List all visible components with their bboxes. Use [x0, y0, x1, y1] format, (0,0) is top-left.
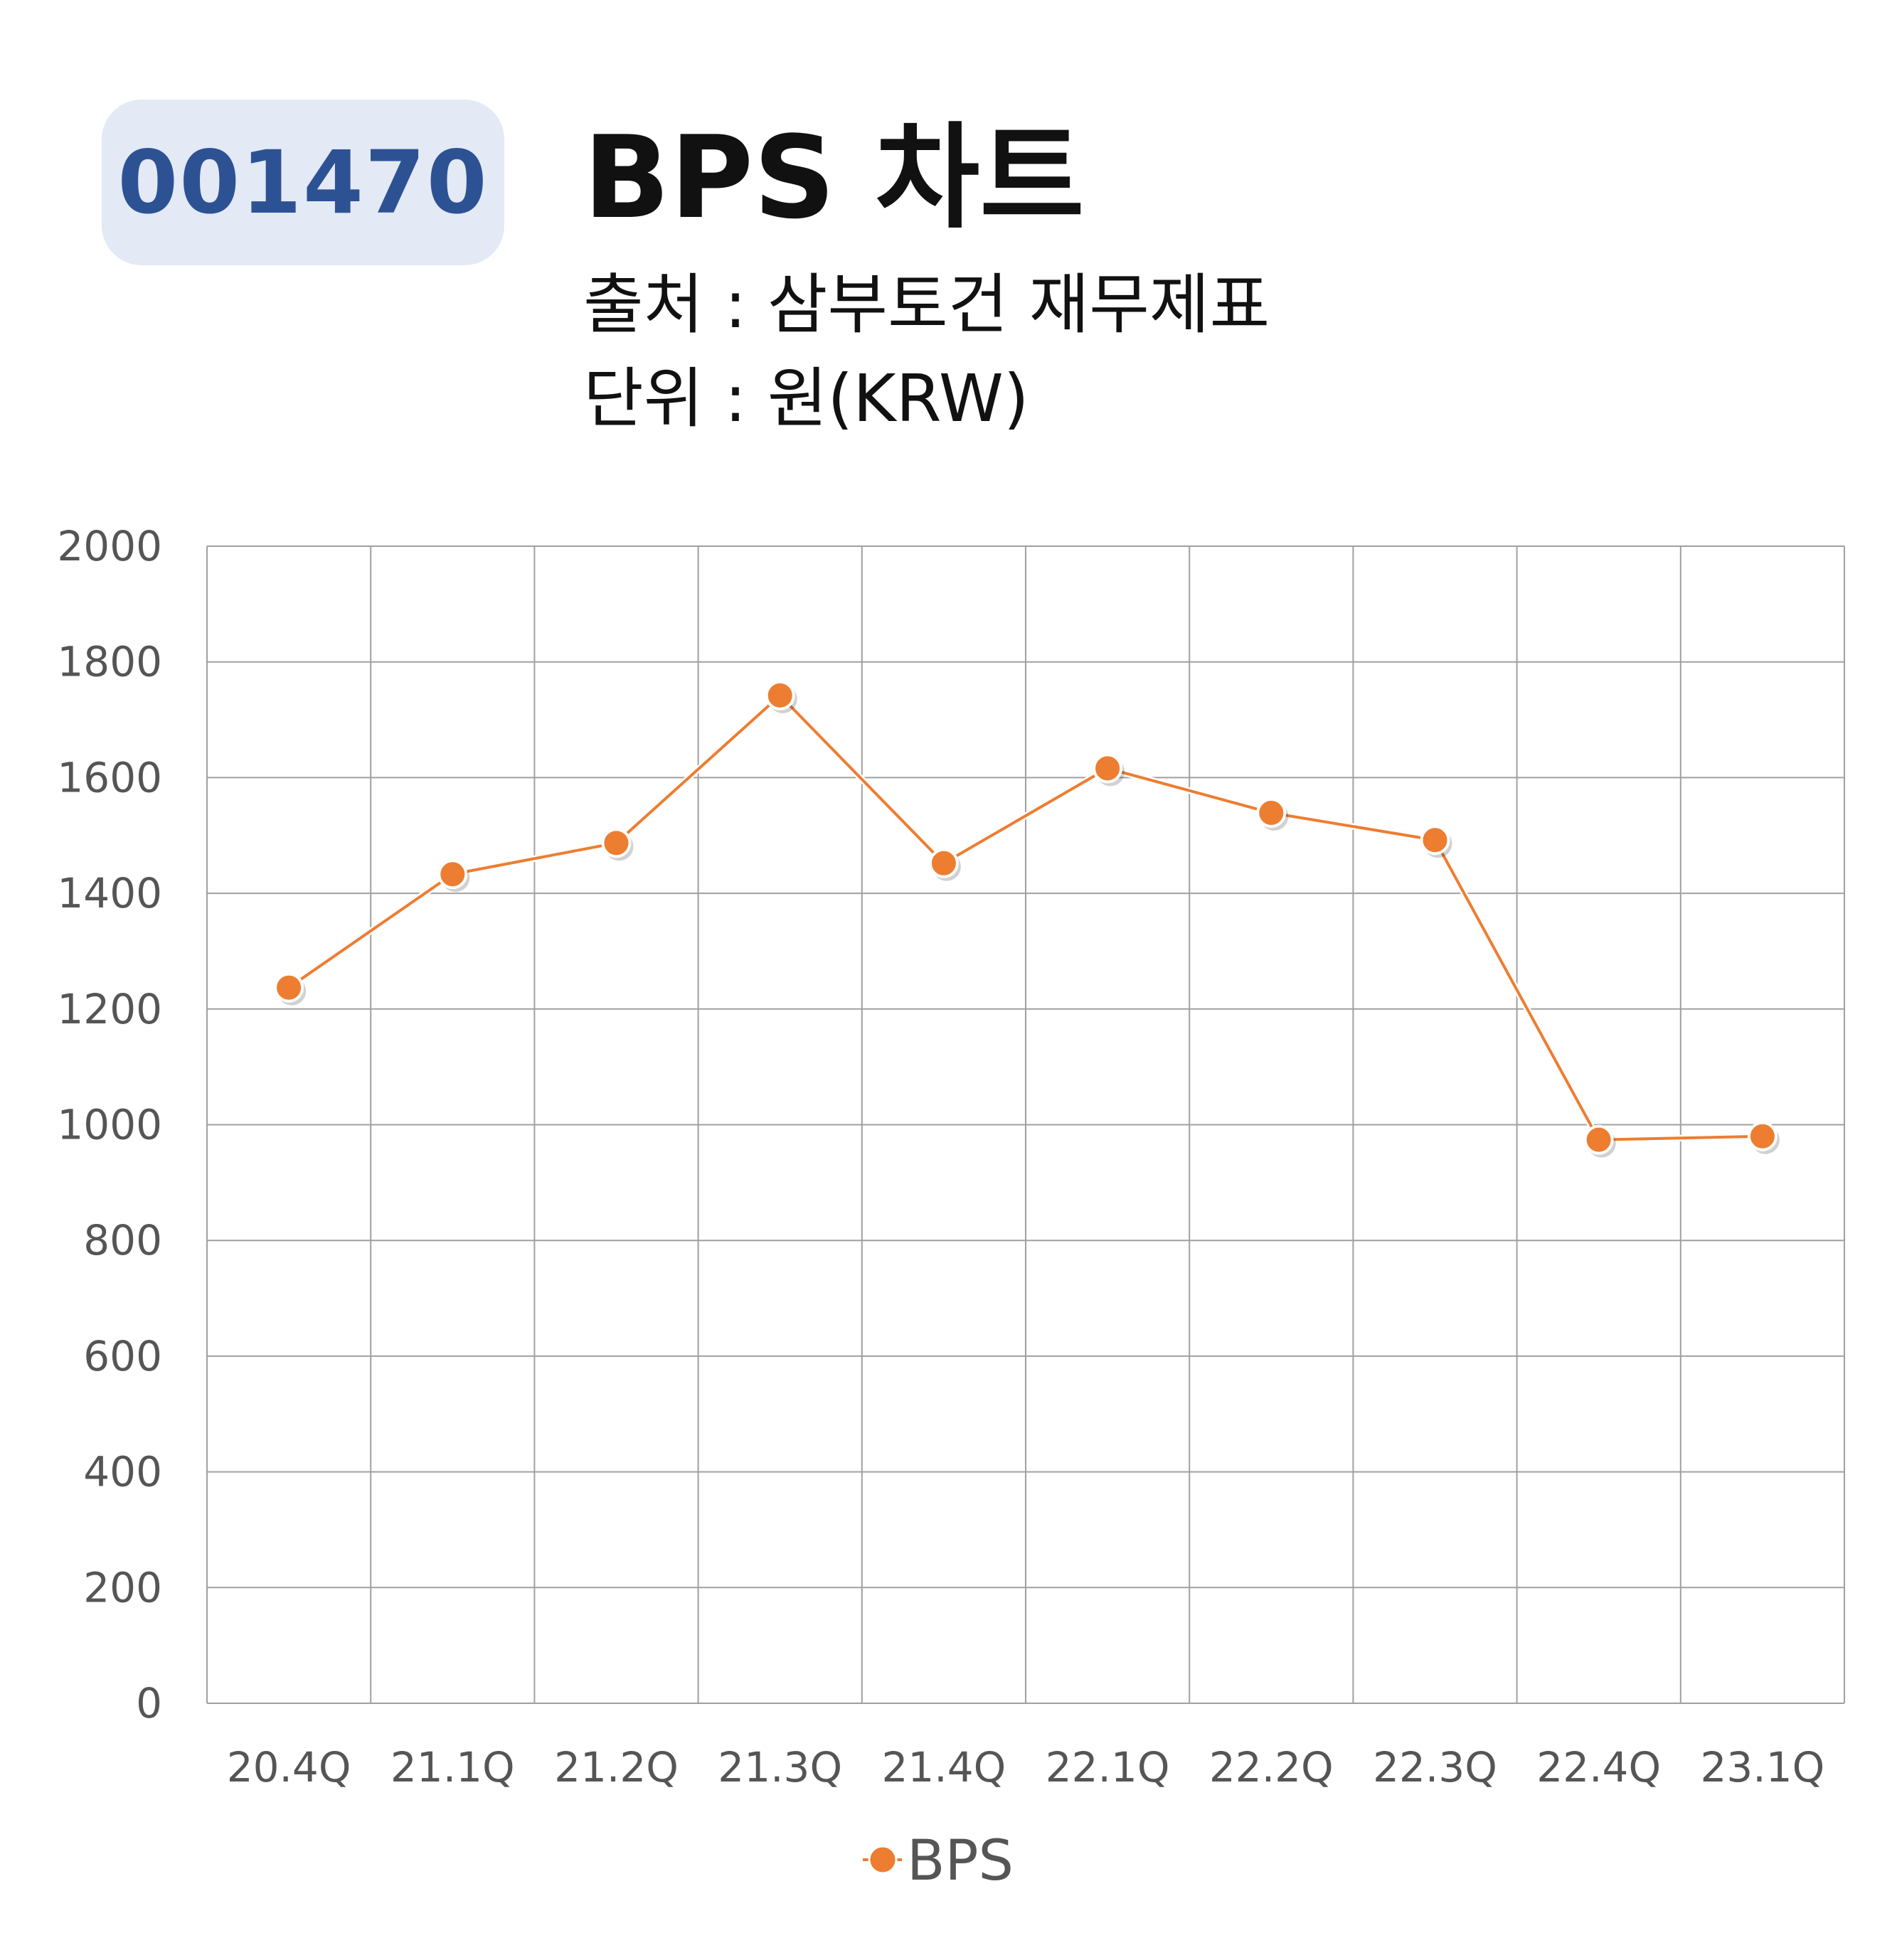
x-tick-label: 23.1Q	[1701, 1743, 1825, 1791]
x-tick-label: 22.4Q	[1536, 1743, 1661, 1791]
data-point	[274, 972, 304, 1003]
series-line	[287, 693, 1763, 1141]
source-line: 출처 : 삼부토건 재무제표	[583, 267, 1270, 343]
data-point	[765, 680, 795, 710]
y-tick-label: 1000	[57, 1101, 162, 1149]
data-point	[1420, 825, 1450, 856]
y-tick-label: 1400	[57, 869, 162, 917]
x-tick-label: 21.2Q	[554, 1743, 679, 1791]
data-point	[1583, 1124, 1614, 1155]
chart-title: BPS 차트	[583, 111, 1085, 244]
x-tick-label: 22.2Q	[1209, 1743, 1334, 1791]
y-axis-ticks: 0 200 400 600 800 1000 1200 1400 1600 1800 2000	[57, 522, 162, 1727]
y-tick-label: 1200	[57, 985, 162, 1033]
data-point	[1093, 753, 1123, 784]
x-tick-label: 22.1Q	[1046, 1743, 1170, 1791]
x-tick-label: 21.3Q	[718, 1743, 842, 1791]
x-axis-ticks: 20.4Q 21.1Q 21.2Q 21.3Q 21.4Q 22.1Q 22.2Q 22.3Q…	[227, 1743, 1825, 1791]
data-point	[1747, 1121, 1778, 1151]
y-tick-label: 200	[83, 1563, 162, 1612]
x-tick-label: 20.4Q	[227, 1743, 351, 1791]
legend-marker	[868, 1845, 898, 1875]
x-tick-label: 21.4Q	[882, 1743, 1006, 1791]
data-point	[601, 828, 632, 858]
stock-code-badge: 001470	[102, 100, 504, 265]
unit-line: 단위 : 원(KRW)	[583, 361, 1029, 437]
data-point	[437, 859, 468, 890]
y-tick-label: 1600	[57, 753, 162, 801]
y-tick-label: 2000	[57, 522, 162, 570]
series-bps	[274, 680, 1780, 1158]
grid	[206, 545, 1845, 1704]
legend: BPS	[863, 1829, 1014, 1893]
y-tick-label: 400	[83, 1448, 162, 1496]
y-tick-label: 600	[83, 1332, 162, 1380]
y-tick-label: 1800	[57, 638, 162, 686]
data-point	[928, 848, 959, 878]
x-tick-label: 22.3Q	[1373, 1743, 1497, 1791]
data-point	[1256, 798, 1287, 829]
stock-code: 001470	[117, 132, 489, 233]
y-tick-label: 800	[83, 1216, 162, 1264]
legend-label: BPS	[907, 1829, 1014, 1893]
x-tick-label: 21.1Q	[390, 1743, 515, 1791]
y-tick-label: 0	[136, 1679, 162, 1727]
